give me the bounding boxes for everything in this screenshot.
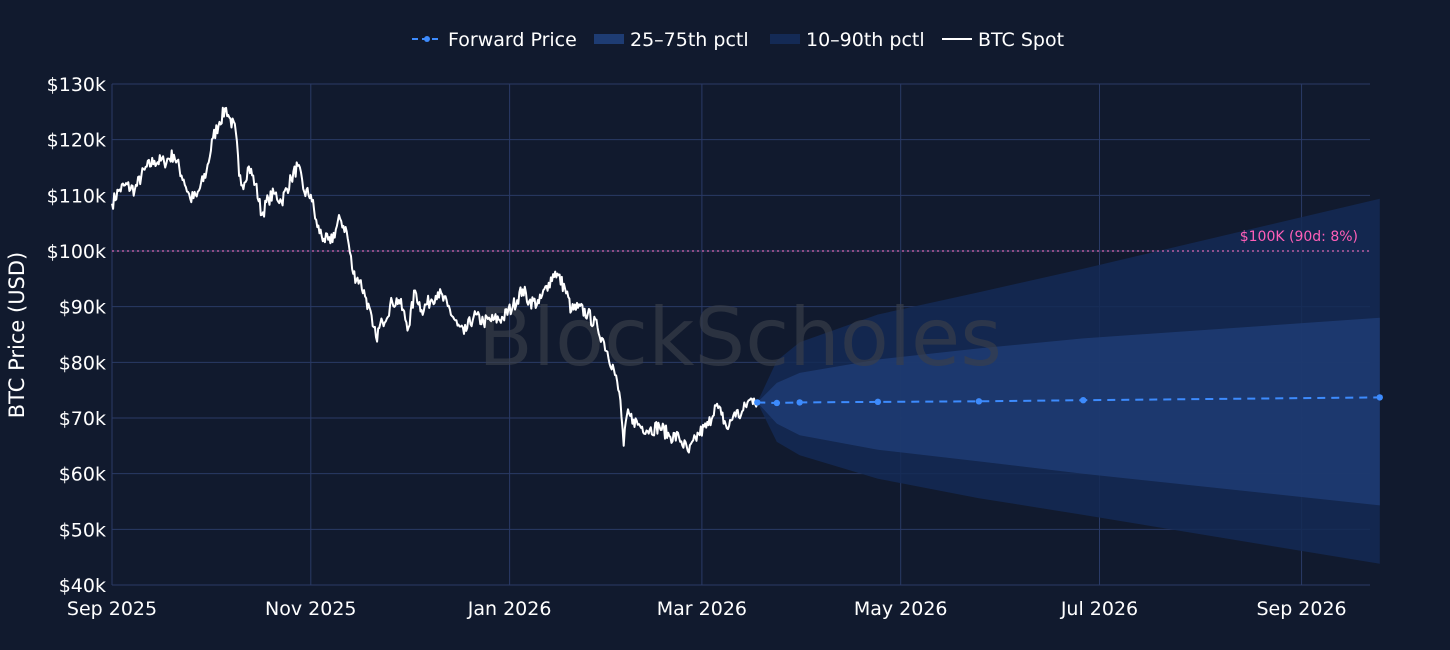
legend-item[interactable]: 10–90th pctl <box>770 29 925 51</box>
forward-price-point <box>773 399 781 407</box>
gridlines <box>111 83 1370 586</box>
x-tick-label: Nov 2025 <box>265 598 356 620</box>
legend-item[interactable]: BTC Spot <box>942 29 1064 51</box>
forward-price-point <box>975 398 983 405</box>
percentile-bands <box>757 198 1380 564</box>
x-tick-label: May 2026 <box>854 598 948 620</box>
forward-price-point <box>1376 394 1383 401</box>
legend-item[interactable]: Forward Price <box>412 29 577 51</box>
y-axis-ticks: $40k $50k $60k $70k $80k $90k $100k $110k $120k $… <box>47 74 106 597</box>
forward-price-point <box>754 399 761 406</box>
y-tick-label: $50k <box>59 519 106 541</box>
y-tick-label: $80k <box>59 352 106 374</box>
legend-swatch-marker <box>424 36 430 42</box>
y-tick-label: $130k <box>47 74 106 96</box>
watermark-logo: BlockScholes <box>478 291 1002 384</box>
watermark-text: BlockScholes <box>478 291 1002 384</box>
x-tick-label: Jan 2026 <box>467 598 552 620</box>
y-tick-label: $60k <box>59 464 106 486</box>
legend-label: BTC Spot <box>978 29 1064 51</box>
reference-line-group: $100K (90d: 8%) <box>112 229 1370 252</box>
legend-label: 25–75th pctl <box>630 29 749 51</box>
x-axis-ticks: Sep 2025 Nov 2025 Jan 2026 Mar 2026 May 2026… <box>67 598 1347 620</box>
x-tick-label: Mar 2026 <box>657 598 747 620</box>
y-tick-label: $100k <box>47 241 106 263</box>
legend-label: Forward Price <box>448 29 577 51</box>
band-25-75th-pctl <box>757 317 1380 506</box>
legend-label: 10–90th pctl <box>806 29 925 51</box>
x-tick-label: Sep 2025 <box>67 598 157 620</box>
forward-price-point <box>1080 396 1087 404</box>
forward-price-point <box>874 398 882 406</box>
x-tick-label: Sep 2026 <box>1256 598 1346 620</box>
legend-swatch <box>594 34 624 44</box>
y-tick-label: $40k <box>59 575 106 597</box>
y-tick-label: $70k <box>59 408 106 430</box>
legend: Forward Price 25–75th pctl 10–90th pctl BTC… <box>412 29 1064 51</box>
legend-swatch <box>770 34 800 44</box>
y-tick-label: $110k <box>47 185 106 207</box>
y-axis-label: BTC Price (USD) <box>5 252 29 419</box>
reference-line-label: $100K (90d: 8%) <box>1240 229 1358 245</box>
series-btc-spot-line <box>111 106 759 454</box>
x-tick-label: Jul 2026 <box>1060 598 1138 620</box>
series-lines <box>111 106 1383 454</box>
y-tick-label: $90k <box>59 297 106 319</box>
forward-price-point <box>796 399 803 406</box>
y-tick-label: $120k <box>47 130 106 152</box>
legend-item[interactable]: 25–75th pctl <box>594 29 749 51</box>
